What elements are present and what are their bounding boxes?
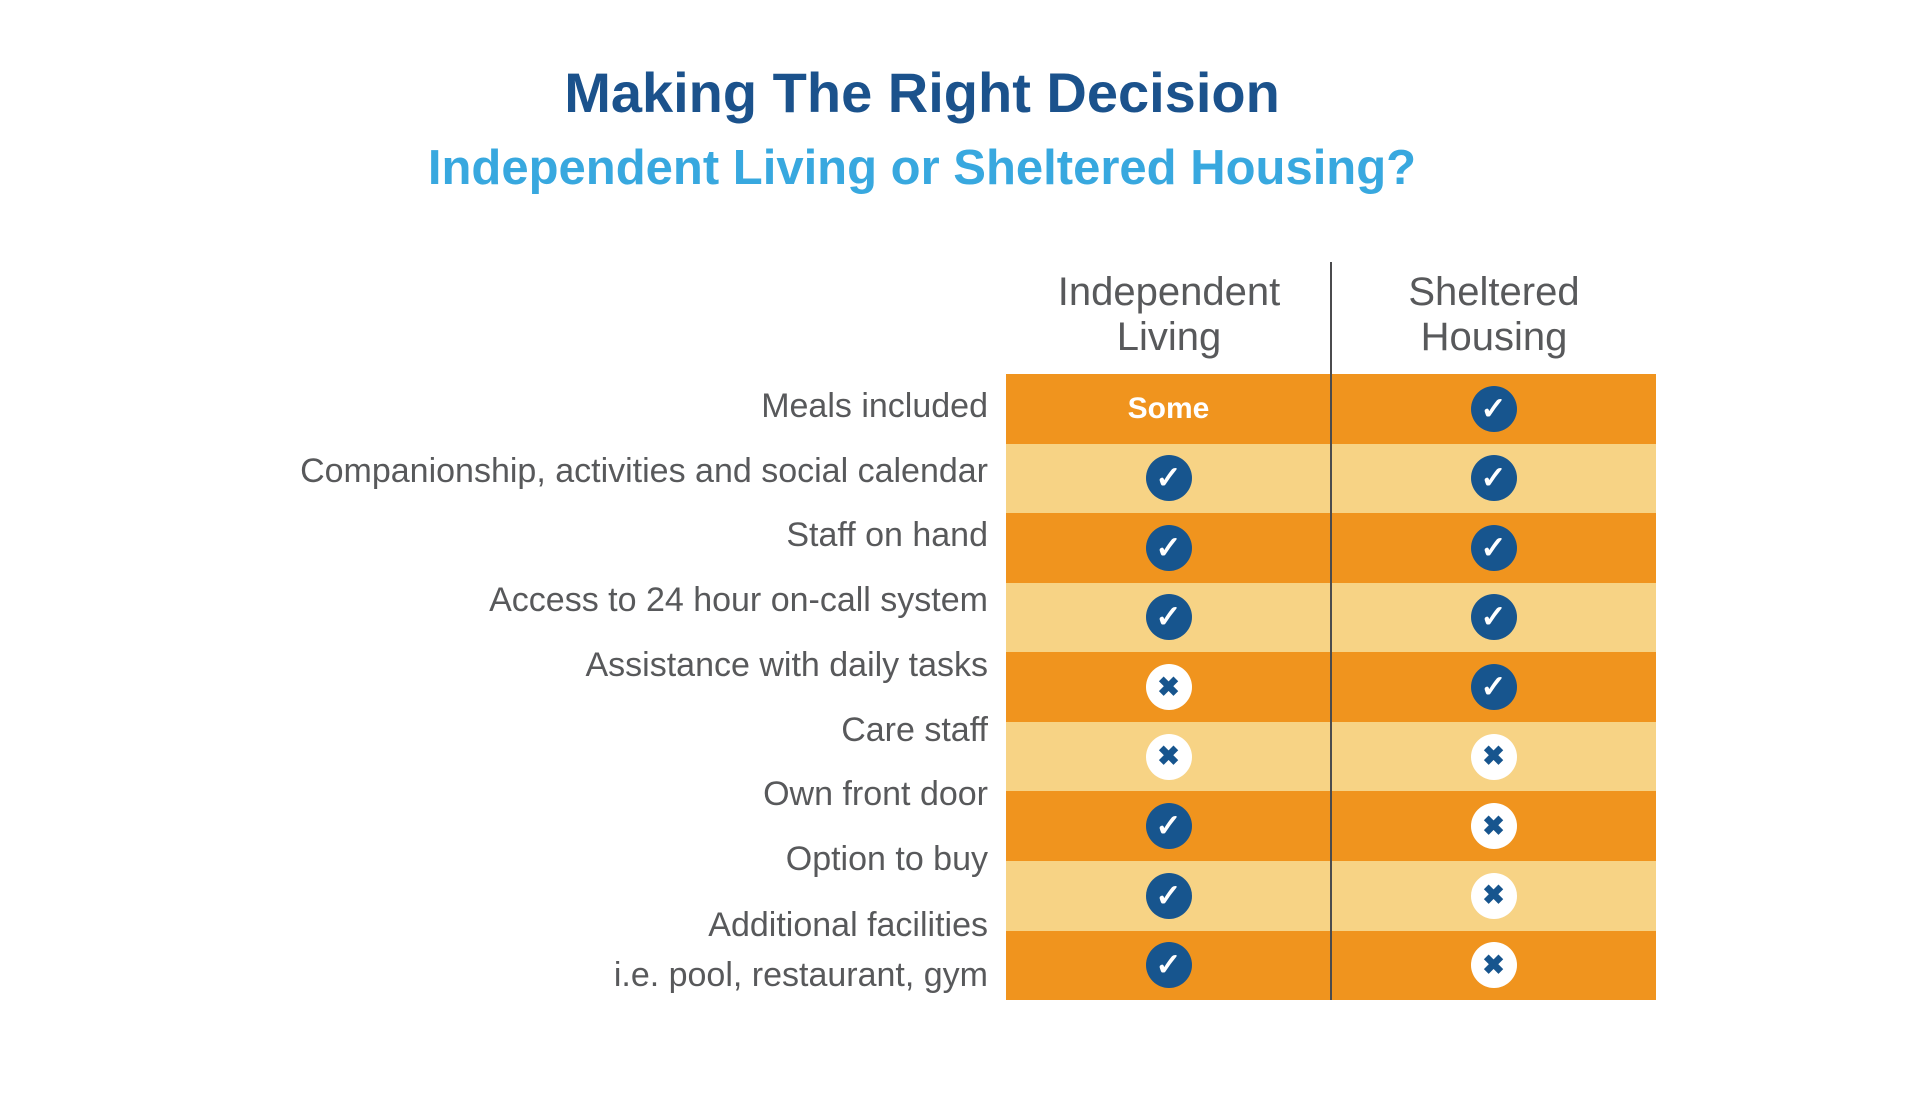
cell-independent-living: ✓ xyxy=(1006,791,1331,861)
row-label-line: Own front door xyxy=(763,775,988,814)
check-icon: ✓ xyxy=(1470,524,1517,571)
cell-independent-living: ✖ xyxy=(1006,722,1331,792)
cell-sheltered-housing: ✓ xyxy=(1331,513,1656,583)
row-label: Care staff xyxy=(0,698,988,763)
cell-independent-living: ✓ xyxy=(1006,513,1331,583)
column-header-sheltered-housing: Sheltered Housing xyxy=(1331,270,1657,360)
cross-icon: ✖ xyxy=(1470,872,1517,919)
cross-icon: ✖ xyxy=(1470,803,1517,850)
row-label-line: Staff on hand xyxy=(786,516,988,555)
cell-sheltered-housing: ✓ xyxy=(1331,583,1656,653)
cell-independent-living: ✓ xyxy=(1006,444,1331,514)
cell-sheltered-housing: ✓ xyxy=(1331,374,1656,444)
check-icon: ✓ xyxy=(1145,524,1192,571)
cell-independent-living: ✖ xyxy=(1006,652,1331,722)
row-label: Access to 24 hour on-call system xyxy=(0,568,988,633)
cell-sheltered-housing: ✖ xyxy=(1331,791,1656,861)
page-subtitle: Independent Living or Sheltered Housing? xyxy=(427,141,1417,195)
column-header-line: Independent xyxy=(1057,270,1281,314)
row-label: Own front door xyxy=(0,763,988,828)
cell-sheltered-housing: ✖ xyxy=(1331,722,1656,792)
check-icon: ✓ xyxy=(1470,455,1517,502)
check-icon: ✓ xyxy=(1145,803,1192,850)
column-divider xyxy=(1330,262,1332,1000)
row-label-line: Meals included xyxy=(761,386,988,425)
column-header-independent-living: Independent Living xyxy=(1006,270,1332,360)
row-label-line: Companionship, activities and social cal… xyxy=(300,451,988,490)
check-icon: ✓ xyxy=(1145,942,1192,989)
row-label: Assistance with daily tasks xyxy=(0,633,989,698)
cross-icon: ✖ xyxy=(1470,942,1517,989)
cell-sheltered-housing: ✓ xyxy=(1331,444,1656,514)
column-header-line: Sheltered xyxy=(1408,270,1580,314)
cell-independent-living: ✓ xyxy=(1006,861,1331,931)
cell-text: Some xyxy=(1127,391,1210,425)
cell-independent-living: ✓ xyxy=(1006,931,1331,1001)
row-label: Companionship, activities and social cal… xyxy=(0,439,988,504)
cross-icon: ✖ xyxy=(1145,733,1192,780)
check-icon: ✓ xyxy=(1145,872,1192,919)
check-icon: ✓ xyxy=(1470,664,1517,711)
cell-independent-living: ✓ xyxy=(1006,583,1331,653)
row-label: Option to buy xyxy=(0,827,988,892)
check-icon: ✓ xyxy=(1145,594,1192,641)
check-icon: ✓ xyxy=(1470,385,1517,432)
page-title: Making The Right Decision xyxy=(564,61,1280,124)
cell-sheltered-housing: ✖ xyxy=(1331,931,1656,1001)
row-label-line: Care staff xyxy=(841,710,988,749)
column-header-line: Living xyxy=(1116,315,1222,359)
cell-sheltered-housing: ✓ xyxy=(1331,652,1656,722)
row-label-line: i.e. pool, restaurant, gym xyxy=(613,956,988,994)
row-labels: Meals included Companionship, activities … xyxy=(0,374,988,1000)
row-label-line: Additional facilities xyxy=(708,906,988,944)
row-label-line: Option to buy xyxy=(785,840,988,879)
cell-independent-living: Some xyxy=(1006,374,1331,444)
check-icon: ✓ xyxy=(1470,594,1517,641)
column-header-line: Housing xyxy=(1420,315,1568,359)
row-label: Additional facilities i.e. pool, restaura… xyxy=(0,892,988,1000)
row-label: Meals included xyxy=(0,374,988,439)
cross-icon: ✖ xyxy=(1470,733,1517,780)
row-label: Staff on hand xyxy=(0,504,988,569)
row-label-line: Assistance with daily tasks xyxy=(585,645,989,684)
cell-sheltered-housing: ✖ xyxy=(1331,861,1656,931)
cross-icon: ✖ xyxy=(1145,664,1192,711)
row-label-line: Access to 24 hour on-call system xyxy=(489,581,988,620)
check-icon: ✓ xyxy=(1145,455,1192,502)
